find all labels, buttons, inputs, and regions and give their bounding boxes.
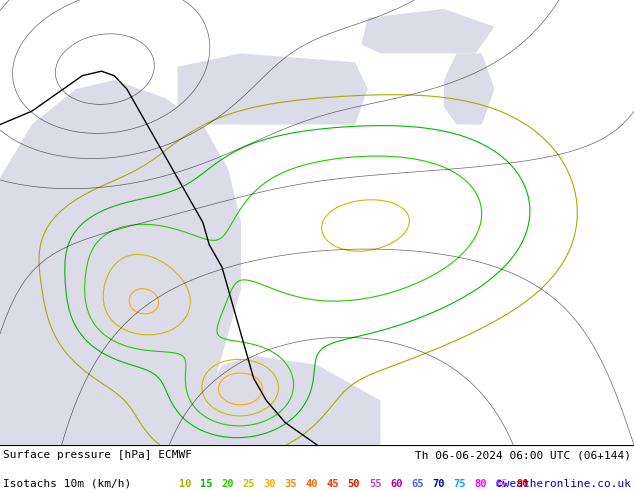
Text: 20: 20 bbox=[221, 479, 233, 489]
Polygon shape bbox=[190, 356, 380, 445]
Polygon shape bbox=[361, 9, 495, 53]
Text: 85: 85 bbox=[496, 479, 508, 489]
Text: 80: 80 bbox=[474, 479, 487, 489]
Text: ©weatheronline.co.uk: ©weatheronline.co.uk bbox=[496, 479, 631, 489]
Polygon shape bbox=[178, 53, 368, 124]
Text: 65: 65 bbox=[411, 479, 424, 489]
Text: 10: 10 bbox=[179, 479, 191, 489]
Text: 70: 70 bbox=[432, 479, 444, 489]
Text: Isotachs 10m (km/h): Isotachs 10m (km/h) bbox=[3, 479, 131, 489]
Text: 45: 45 bbox=[327, 479, 339, 489]
Polygon shape bbox=[0, 80, 241, 445]
Text: Th 06-06-2024 06:00 UTC (06+144): Th 06-06-2024 06:00 UTC (06+144) bbox=[415, 450, 631, 460]
Text: 55: 55 bbox=[369, 479, 381, 489]
Text: 35: 35 bbox=[284, 479, 297, 489]
Text: 60: 60 bbox=[390, 479, 403, 489]
Text: 40: 40 bbox=[306, 479, 318, 489]
Text: 15: 15 bbox=[200, 479, 212, 489]
Text: 75: 75 bbox=[453, 479, 466, 489]
Polygon shape bbox=[120, 222, 222, 445]
Text: 90: 90 bbox=[517, 479, 529, 489]
Text: Surface pressure [hPa] ECMWF: Surface pressure [hPa] ECMWF bbox=[3, 450, 192, 460]
Text: 50: 50 bbox=[347, 479, 360, 489]
Text: 25: 25 bbox=[242, 479, 255, 489]
Polygon shape bbox=[444, 53, 495, 124]
Text: 30: 30 bbox=[263, 479, 276, 489]
